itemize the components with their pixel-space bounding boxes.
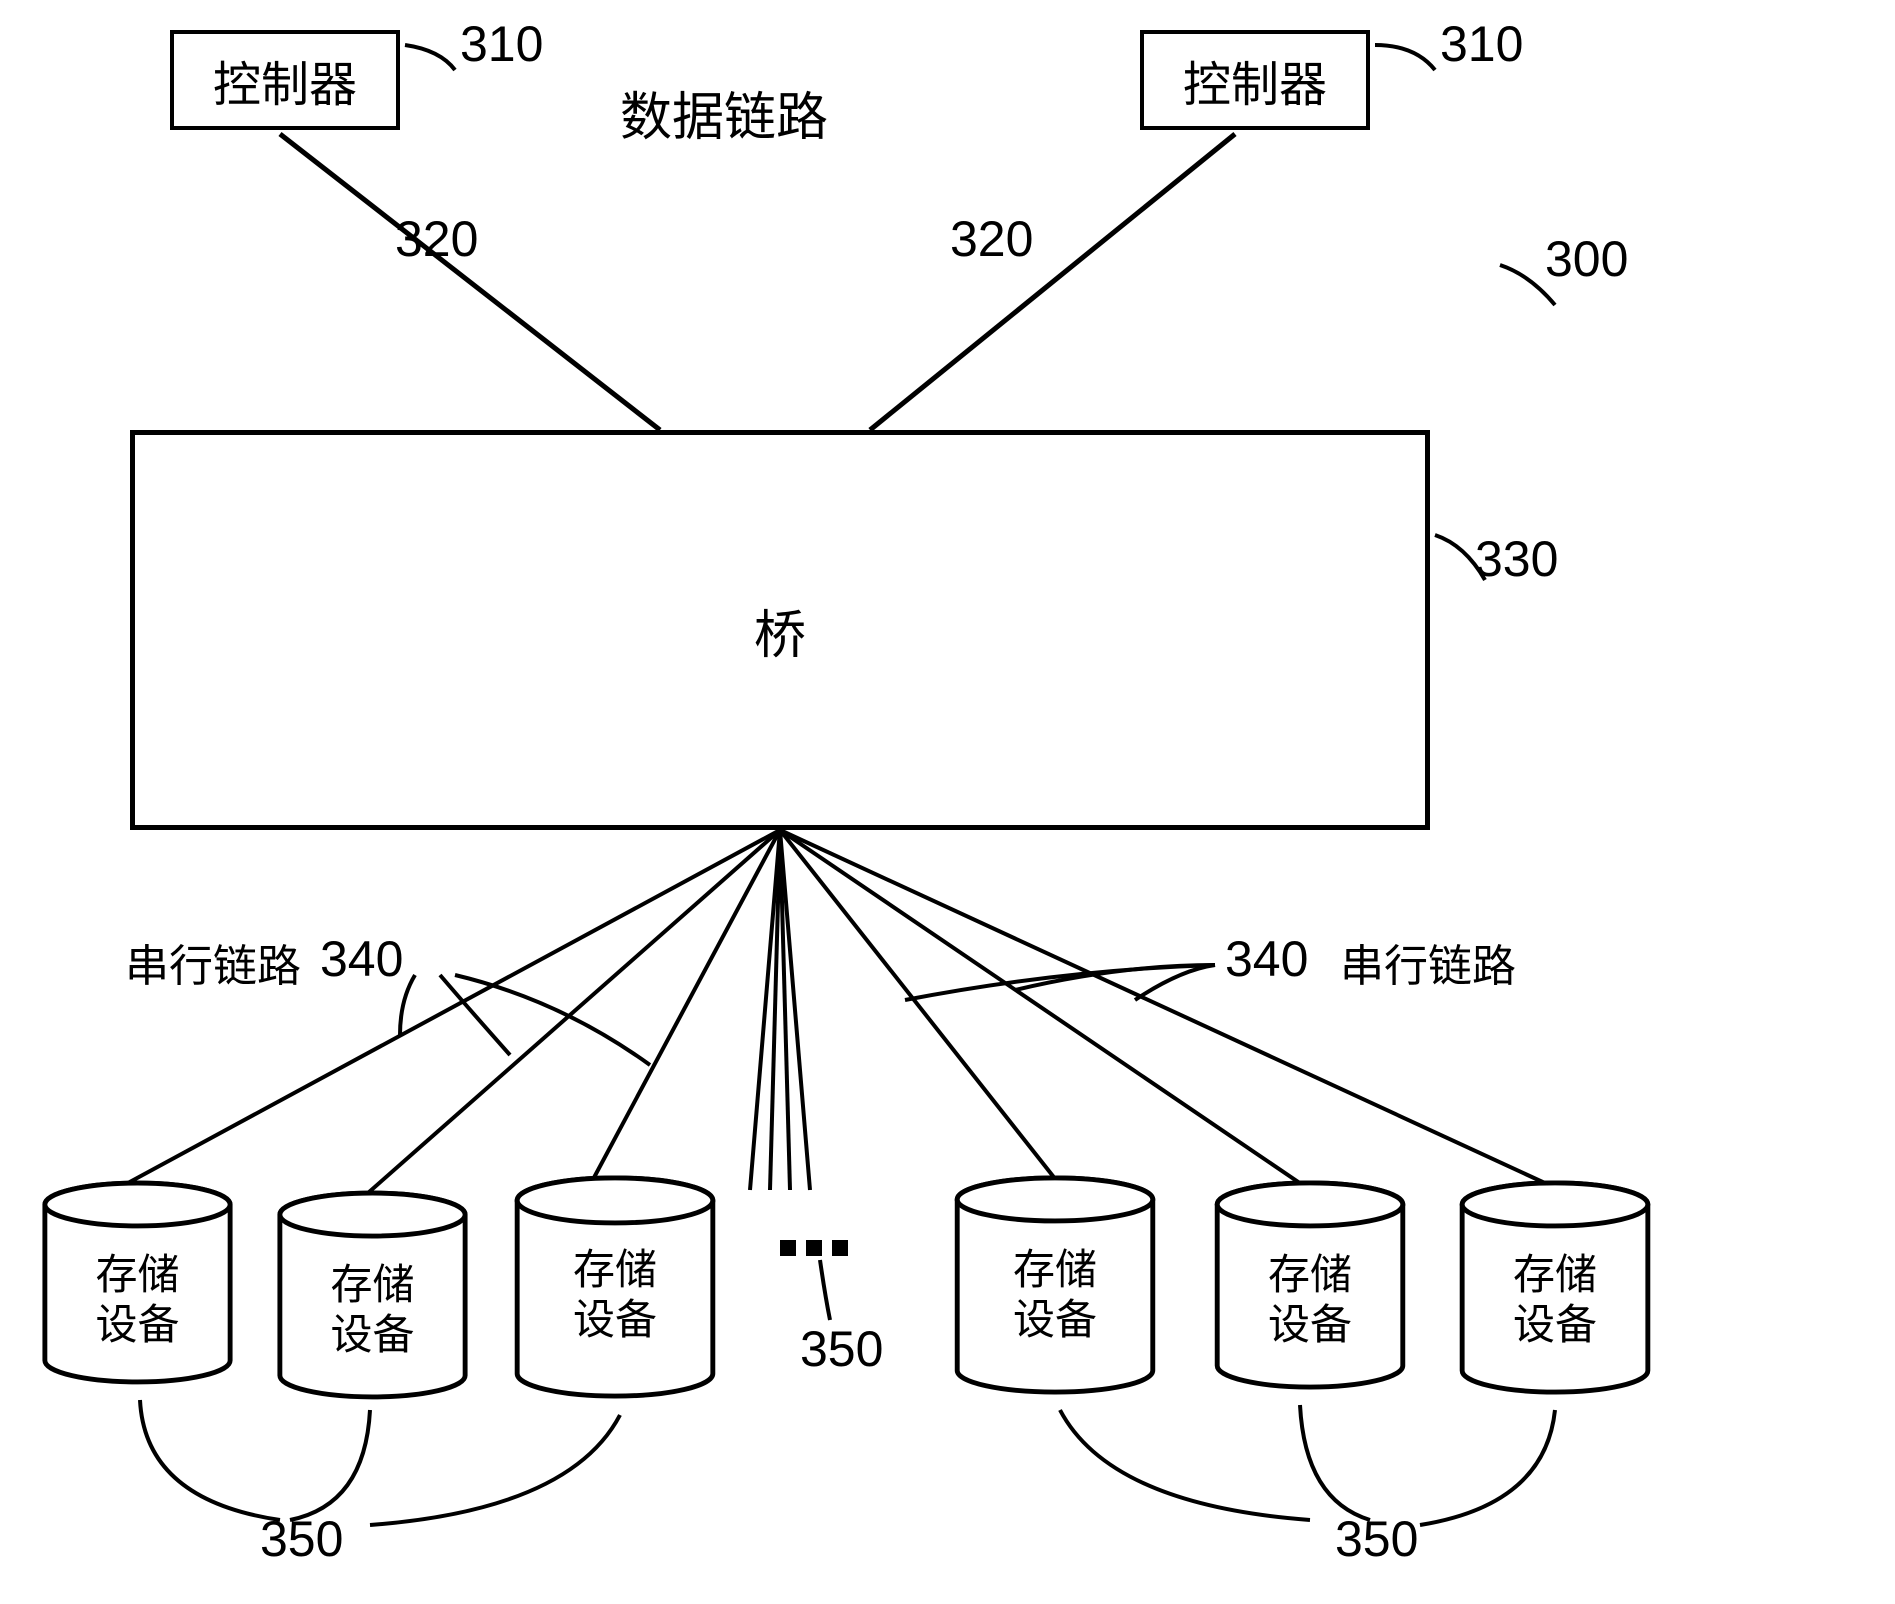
serial-link-left-text: 串行链路 [125,930,301,994]
ref-320-right: 320 [950,210,1033,268]
controller-right: 控制器 [1140,30,1370,130]
storage-6-line2: 设备 [1455,1300,1655,1350]
storage-4-line2: 设备 [950,1295,1160,1345]
controller-left: 控制器 [170,30,400,130]
storage-3: 存储 设备 [510,1175,720,1400]
ellipsis-storage-icon [780,1240,848,1256]
storage-2: 存储 设备 [275,1190,470,1400]
storage-3-line1: 存储 [510,1245,720,1295]
bridge-label: 桥 [754,593,806,668]
ref-350-left: 350 [260,1510,343,1568]
ref-330: 330 [1475,530,1558,588]
storage-2-line1: 存储 [275,1260,470,1310]
controller-left-label: 控制器 [213,45,357,115]
storage-4: 存储 设备 [950,1175,1160,1395]
ref-350-right: 350 [1335,1510,1418,1568]
ref-350-mid: 350 [800,1320,883,1378]
storage-5-line1: 存储 [1210,1250,1410,1300]
storage-1: 存储 设备 [40,1180,235,1385]
ref-340-right: 340 [1225,930,1308,988]
storage-1-line1: 存储 [40,1250,235,1300]
storage-3-line2: 设备 [510,1295,720,1345]
storage-5: 存储 设备 [1210,1180,1410,1390]
ref-300: 300 [1545,230,1628,288]
storage-6-line1: 存储 [1455,1250,1655,1300]
ref-310-right: 310 [1440,15,1523,73]
storage-2-line2: 设备 [275,1310,470,1360]
datalink-title: 数据链路 [620,75,828,150]
storage-4-line1: 存储 [950,1245,1160,1295]
ref-310-left: 310 [460,15,543,73]
ref-320-left: 320 [395,210,478,268]
storage-5-line2: 设备 [1210,1300,1410,1350]
storage-1-line2: 设备 [40,1300,235,1350]
bridge-box: 桥 [130,430,1430,830]
ref-340-left: 340 [320,930,403,988]
storage-6: 存储 设备 [1455,1180,1655,1395]
controller-right-label: 控制器 [1183,45,1327,115]
serial-link-right-text: 串行链路 [1340,930,1516,994]
